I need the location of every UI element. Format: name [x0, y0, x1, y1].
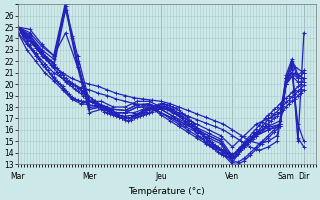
X-axis label: Température (°c): Température (°c): [129, 186, 205, 196]
